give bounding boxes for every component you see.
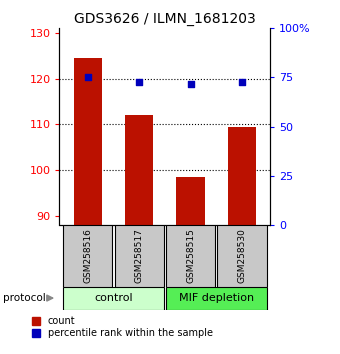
Title: GDS3626 / ILMN_1681203: GDS3626 / ILMN_1681203 xyxy=(74,12,256,26)
FancyBboxPatch shape xyxy=(115,225,164,287)
FancyBboxPatch shape xyxy=(166,225,215,287)
Point xyxy=(188,81,193,87)
Bar xyxy=(74,58,102,225)
Bar xyxy=(228,127,256,225)
Text: GSM258517: GSM258517 xyxy=(135,228,144,283)
Text: GSM258530: GSM258530 xyxy=(238,228,246,283)
Bar xyxy=(125,115,153,225)
Text: GSM258516: GSM258516 xyxy=(83,228,92,283)
Text: GSM258515: GSM258515 xyxy=(186,228,195,283)
Bar xyxy=(176,177,205,225)
Text: protocol: protocol xyxy=(3,293,46,303)
Point xyxy=(239,80,245,85)
Text: control: control xyxy=(94,293,133,303)
Legend: count, percentile rank within the sample: count, percentile rank within the sample xyxy=(32,316,213,338)
FancyBboxPatch shape xyxy=(63,225,113,287)
Point xyxy=(85,75,90,80)
FancyBboxPatch shape xyxy=(217,225,267,287)
FancyBboxPatch shape xyxy=(63,287,164,310)
Point xyxy=(136,80,142,85)
FancyBboxPatch shape xyxy=(166,287,267,310)
Text: MIF depletion: MIF depletion xyxy=(179,293,254,303)
